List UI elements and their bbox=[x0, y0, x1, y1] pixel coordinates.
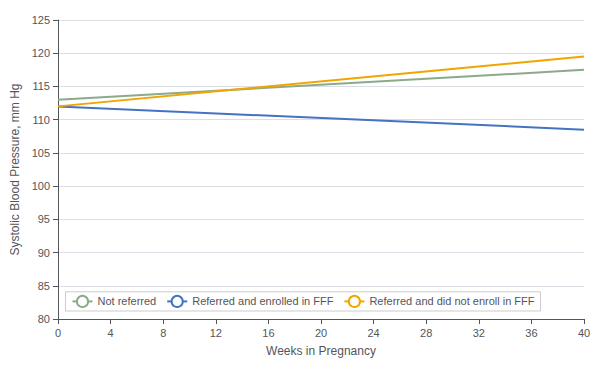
svg-text:90: 90 bbox=[38, 247, 50, 259]
svg-text:16: 16 bbox=[262, 327, 274, 339]
svg-text:20: 20 bbox=[315, 327, 327, 339]
svg-text:Referred and enrolled in FFF: Referred and enrolled in FFF bbox=[192, 295, 334, 307]
svg-text:95: 95 bbox=[38, 213, 50, 225]
svg-text:32: 32 bbox=[473, 327, 485, 339]
svg-text:Systolic Blood Pressure, mm Hg: Systolic Blood Pressure, mm Hg bbox=[8, 83, 22, 255]
svg-text:36: 36 bbox=[525, 327, 537, 339]
svg-text:80: 80 bbox=[38, 313, 50, 325]
svg-text:100: 100 bbox=[32, 180, 50, 192]
svg-text:8: 8 bbox=[160, 327, 166, 339]
svg-text:115: 115 bbox=[32, 80, 50, 92]
svg-text:125: 125 bbox=[32, 14, 50, 26]
svg-text:0: 0 bbox=[55, 327, 61, 339]
svg-text:4: 4 bbox=[108, 327, 114, 339]
svg-text:85: 85 bbox=[38, 280, 50, 292]
svg-text:120: 120 bbox=[32, 47, 50, 59]
svg-text:24: 24 bbox=[367, 327, 379, 339]
svg-text:Referred and did not enroll in: Referred and did not enroll in FFF bbox=[369, 295, 534, 307]
svg-text:40: 40 bbox=[578, 327, 590, 339]
svg-text:Not referred: Not referred bbox=[97, 295, 156, 307]
svg-text:Weeks in Pregnancy: Weeks in Pregnancy bbox=[266, 344, 376, 358]
svg-text:110: 110 bbox=[32, 114, 50, 126]
svg-text:28: 28 bbox=[420, 327, 432, 339]
svg-text:105: 105 bbox=[32, 147, 50, 159]
svg-text:12: 12 bbox=[210, 327, 222, 339]
